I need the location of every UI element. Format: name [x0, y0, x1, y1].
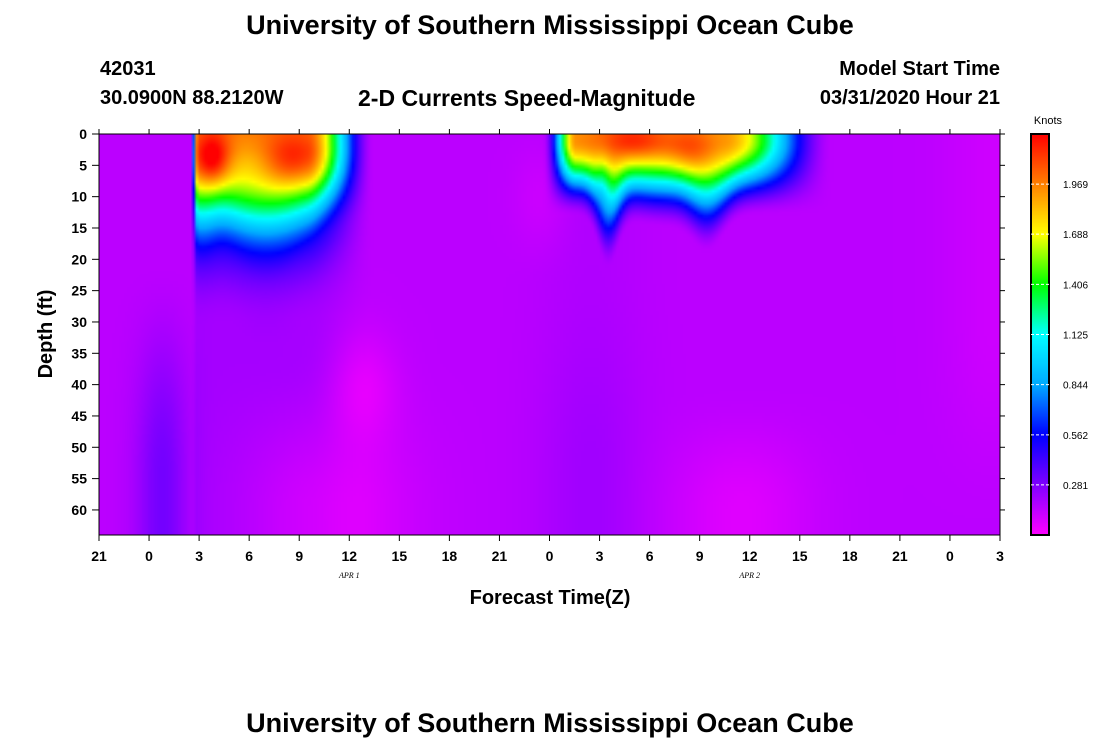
y-tick-label: 55 [71, 471, 87, 487]
chart-title: 2-D Currents Speed-Magnitude [358, 85, 696, 111]
x-tick-label: 12 [341, 548, 357, 564]
station-id: 42031 [100, 58, 156, 80]
x-tick-label: 21 [91, 548, 107, 564]
speed-heatmap [99, 134, 1000, 535]
x-tick-label: 9 [696, 548, 704, 564]
y-tick-label: 40 [71, 377, 87, 393]
x-tick-label: 15 [792, 548, 808, 564]
main-title: University of Southern Mississippi Ocean… [246, 10, 854, 40]
y-axis: 0 5 10 15 20 25 30 35 40 45 50 55 60 [71, 126, 1005, 518]
x-axis: 21 0 3 6 9 12 15 18 21 0 3 6 9 12 15 18 21 0 3 APR 1 APR 2 [91, 129, 1004, 580]
x-tick-label: 18 [442, 548, 458, 564]
y-tick-label: 60 [71, 502, 87, 518]
model-start-label: Model Start Time [839, 58, 1000, 80]
y-tick-label: 45 [71, 408, 87, 424]
colorbar-tick-label: 1.406 [1063, 280, 1088, 291]
y-tick-label: 10 [71, 189, 87, 205]
x-tick-label: 0 [145, 548, 153, 564]
x-tick-label: 9 [295, 548, 303, 564]
colorbar-tick-label: 1.969 [1063, 180, 1088, 191]
colorbar [1031, 134, 1049, 535]
y-tick-label: 25 [71, 283, 87, 299]
colorbar-tick-label: 0.281 [1063, 481, 1088, 492]
station-location: 30.0900N 88.2120W [100, 87, 284, 109]
y-tick-label: 30 [71, 314, 87, 330]
x-tick-label: 3 [596, 548, 604, 564]
x-tick-label: 6 [646, 548, 654, 564]
x-tick-label: 3 [195, 548, 203, 564]
x-tick-label: 0 [946, 548, 954, 564]
date-label: APR 1 [338, 571, 360, 580]
x-tick-label: 21 [892, 548, 908, 564]
x-tick-label: 12 [742, 548, 758, 564]
y-axis-title: Depth (ft) [35, 290, 57, 379]
model-start-value: 03/31/2020 Hour 21 [819, 87, 1000, 109]
x-tick-label: 21 [492, 548, 508, 564]
y-tick-label: 0 [79, 126, 87, 142]
footer-title: University of Southern Mississippi Ocean… [246, 708, 854, 738]
x-tick-label: 3 [996, 548, 1004, 564]
colorbar-tick-label: 0.844 [1063, 381, 1088, 392]
x-tick-label: 0 [546, 548, 554, 564]
y-tick-label: 20 [71, 251, 87, 267]
y-tick-label: 5 [79, 157, 87, 173]
colorbar-title: Knots [1034, 115, 1063, 127]
x-tick-label: 15 [392, 548, 408, 564]
colorbar-tick-label: 1.688 [1063, 230, 1088, 241]
y-tick-label: 15 [71, 220, 87, 236]
y-tick-label: 35 [71, 345, 87, 361]
x-tick-label: 6 [245, 548, 253, 564]
y-tick-label: 50 [71, 439, 87, 455]
date-label: APR 2 [738, 571, 760, 580]
x-tick-label: 18 [842, 548, 858, 564]
colorbar-ticks: 0.281 0.562 0.844 1.125 1.406 1.688 1.969 [1031, 180, 1088, 492]
colorbar-tick-label: 1.125 [1063, 331, 1088, 342]
x-axis-title: Forecast Time(Z) [470, 587, 631, 609]
colorbar-tick-label: 0.562 [1063, 431, 1088, 442]
